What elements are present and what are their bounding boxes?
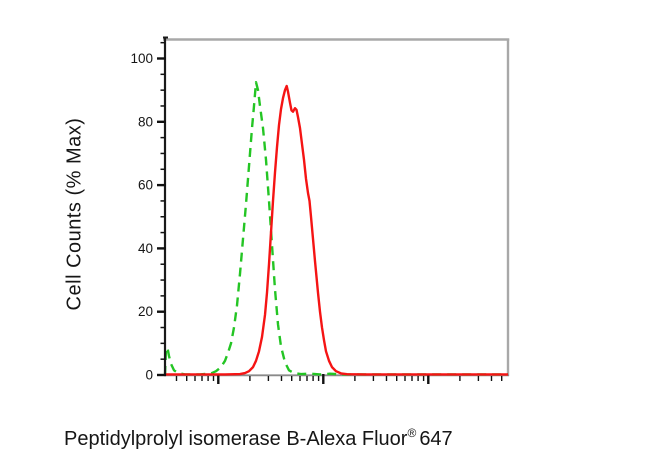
registered-trademark-symbol: ® xyxy=(407,426,417,440)
y-tick-label: 80 xyxy=(138,114,153,129)
y-tick-label: 0 xyxy=(145,368,153,383)
x-axis-title-number: 647 xyxy=(419,428,453,450)
series-green-dashed xyxy=(163,80,508,376)
x-axis-title: Peptidylprolyl isomerase B-Alexa Fluor® 6… xyxy=(64,426,453,451)
y-tick-label: 100 xyxy=(130,51,153,66)
x-axis-title-text: Peptidylprolyl isomerase B-Alexa Fluor xyxy=(64,428,408,450)
y-axis-title: Cell Counts (% Max) xyxy=(63,117,86,311)
y-tick-label: 40 xyxy=(138,241,153,256)
y-tick-label: 20 xyxy=(138,304,153,319)
series-red-solid xyxy=(165,84,508,376)
y-tick-label: 60 xyxy=(138,178,153,193)
